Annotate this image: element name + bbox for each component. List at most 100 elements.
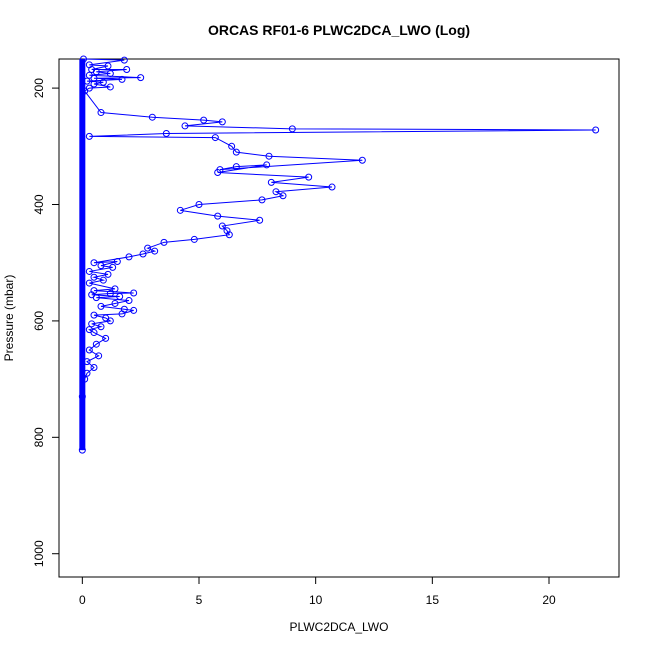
data-point-0-77 [90,311,98,319]
data-point-0-46 [218,222,226,230]
data-point-0-42 [195,201,203,209]
data-point-0-69 [116,292,124,300]
data-point-0-90 [83,369,91,377]
data-point-0-85 [92,340,100,348]
data-point-0-60 [104,270,112,278]
data-point-0-27 [211,134,219,142]
data-point-0-75 [130,306,138,314]
data-point-0-26 [85,132,93,140]
data-point-0-70 [92,294,100,302]
data-point-0-52 [151,247,159,255]
data-point-0-44 [214,212,222,220]
data-point-0-62 [99,276,107,284]
data-point-0-50 [160,238,168,246]
data-point-0-61 [90,273,98,281]
data-point-0-47 [223,227,231,235]
data-point-0-58 [109,263,117,271]
data-point-0-6 [92,68,100,76]
data-point-0-56 [113,258,121,266]
data-point-0-51 [144,244,152,252]
data-point-0-48 [225,231,233,239]
data-point-0-87 [95,352,103,360]
data-point-0-86 [85,346,93,354]
x-tick-label-1: 5 [196,593,203,607]
y-tick-label-1: 400 [32,194,46,214]
data-point-0-24 [592,126,600,134]
data-point-0-3 [104,62,112,70]
data-point-0-64 [111,285,119,293]
data-point-0-88 [83,358,91,366]
data-point-0-41 [258,196,266,204]
data-point-0-5 [123,65,131,73]
data-point-0-93 [78,446,86,454]
y-tick-label-0: 200 [32,78,46,98]
data-point-0-0 [80,55,87,63]
data-point-0-55 [90,259,98,267]
data-point-0-21 [218,118,226,126]
data-point-0-29 [232,148,240,156]
data-point-0-92 [78,393,86,401]
data-point-0-79 [106,317,114,325]
data-point-0-89 [90,363,98,371]
series-line-0 [81,58,596,451]
data-point-0-36 [305,173,313,181]
data-point-0-66 [130,289,138,297]
data-point-0-83 [90,329,98,337]
y-tick-label-3: 800 [32,427,46,447]
data-point-0-63 [85,279,93,287]
data-point-0-20 [200,116,208,124]
data-point-0-11 [118,75,126,83]
data-point-0-37 [267,178,275,186]
y-axis: 200 400 600 800 1000 [32,78,59,567]
y-axis-label: Pressure (mbar) [2,275,16,362]
plot-area [78,55,600,454]
data-point-0-67 [106,290,114,298]
data-point-0-25 [162,130,170,137]
data-point-0-84 [102,334,110,342]
data-point-0-18 [97,109,105,117]
data-point-0-59 [85,267,93,275]
x-axis-label: PLWC2DCA_LWO [290,620,389,634]
data-point-0-1 [120,56,128,64]
data-point-0-22 [181,122,189,130]
data-point-0-35 [214,168,222,176]
data-point-0-80 [88,320,96,328]
x-tick-label-2: 10 [309,593,323,607]
data-point-0-15 [106,83,114,91]
data-point-0-71 [125,297,133,305]
data-point-0-34 [263,161,271,169]
chart-title: ORCAS RF01-6 PLWC2DCA_LWO (Log) [208,22,470,38]
data-point-0-91 [81,375,89,383]
data-point-0-38 [328,183,336,191]
plot-frame [58,58,620,578]
data-point-0-28 [228,142,236,150]
data-point-0-7 [106,70,114,78]
data-point-0-73 [97,302,105,310]
data-point-0-72 [111,299,119,307]
data-point-0-65 [90,287,98,295]
data-point-0-31 [358,156,366,164]
x-axis: 0 5 10 15 20 [79,577,556,607]
data-point-0-57 [97,262,105,270]
data-point-0-9 [137,74,145,82]
x-tick-label-3: 15 [426,593,440,607]
data-point-0-33 [232,163,240,171]
data-point-0-14 [90,80,98,88]
data-point-0-76 [118,310,126,318]
data-point-0-53 [139,250,147,258]
data-point-0-13 [99,78,107,86]
data-point-0-54 [125,253,133,261]
data-point-0-17 [81,87,89,95]
x-tick-label-4: 20 [542,593,556,607]
data-point-0-12 [83,77,91,85]
x-tick-label-0: 0 [79,593,86,607]
y-tick-label-2: 600 [32,311,46,331]
data-point-0-81 [97,323,105,331]
data-point-0-39 [272,188,280,196]
data-point-0-23 [288,125,296,133]
data-point-0-19 [148,113,156,121]
data-point-0-45 [256,216,264,224]
data-point-0-30 [265,152,273,160]
data-point-0-49 [190,235,198,243]
